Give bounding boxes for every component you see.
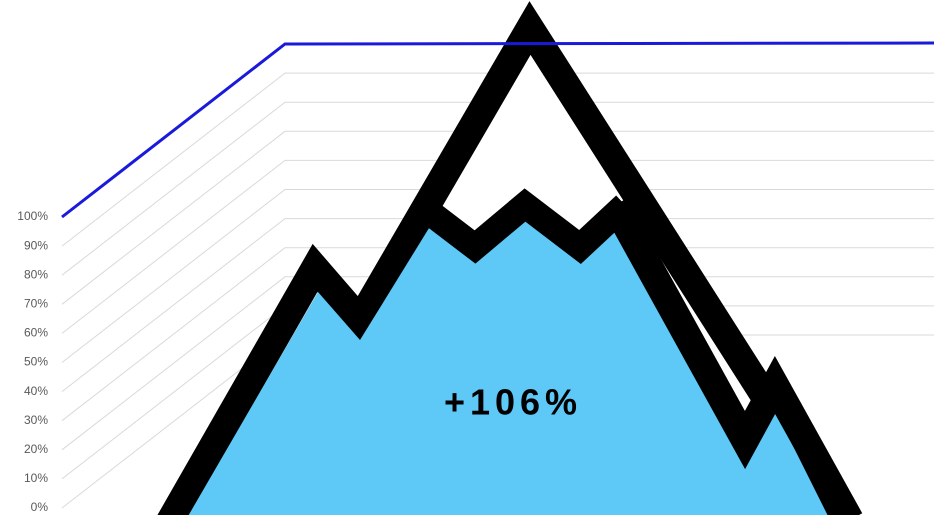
grid-line [61, 276, 934, 451]
y-tick-label: 40% [24, 384, 48, 398]
grid-line [61, 72, 934, 247]
y-tick-label: 90% [24, 238, 48, 252]
annotation: +106% [444, 382, 582, 423]
grid-line [61, 101, 934, 276]
y-tick-label: 20% [24, 442, 48, 456]
mountain-right-ridge [602, 198, 863, 515]
top-edge [61, 41, 934, 219]
y-tick-label: 30% [24, 413, 48, 427]
y-tick-label: 100% [17, 209, 48, 223]
y-tick-label: 0% [31, 500, 49, 514]
grid-line [61, 189, 934, 363]
y-tick-label: 80% [24, 267, 48, 281]
snow-line [412, 188, 634, 264]
y-tick-label: 70% [24, 296, 48, 310]
grid-line [61, 218, 934, 392]
grid-line [61, 247, 934, 422]
y-tick-label: 60% [24, 326, 48, 340]
y-tick-label: 50% [24, 355, 48, 369]
grid-line [61, 130, 934, 305]
mountain-fill [188, 214, 828, 515]
y-tick-label: 10% [24, 471, 48, 485]
y-axis: 0% 10% 20% 30% 40% 50% 60% 70% 80% 90% 100% [17, 209, 48, 514]
grid-line [61, 159, 934, 334]
